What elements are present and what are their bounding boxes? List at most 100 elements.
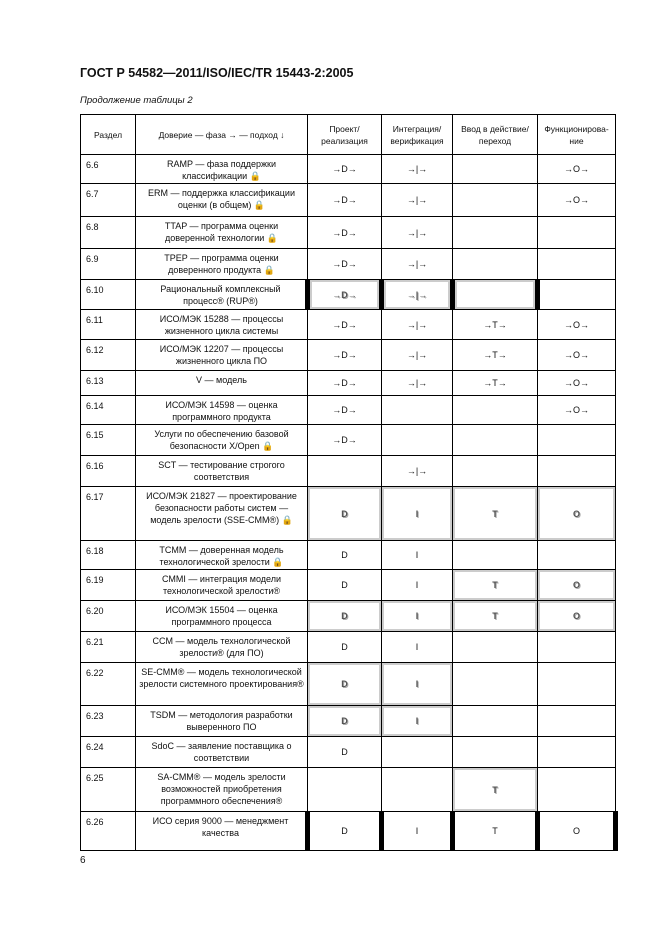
design-cell: →D→ bbox=[307, 395, 382, 425]
design-cell: →D→ bbox=[307, 248, 382, 280]
approach-cell: ИСО серия 9000 — менеджмент качества bbox=[135, 811, 308, 851]
integration-cell: I bbox=[381, 486, 453, 541]
design-cell: D bbox=[307, 486, 382, 541]
section-cell: 6.11 bbox=[80, 309, 136, 340]
section-cell: 6.8 bbox=[80, 216, 136, 249]
design-cell: D bbox=[307, 736, 382, 768]
approach-cell: Рациональный комплексный процесс® (RUP®) bbox=[135, 279, 308, 310]
section-cell: 6.18 bbox=[80, 540, 136, 570]
approach-cell: Услуги по обеспечению базовой безопаснос… bbox=[135, 424, 308, 456]
design-cell: D bbox=[307, 600, 382, 632]
table-row: 6.15 Услуги по обеспечению базовой безопа… bbox=[80, 424, 616, 456]
transition-cell: T bbox=[452, 600, 538, 632]
approach-cell: TSDM — методология разработки выверенног… bbox=[135, 705, 308, 737]
table-row: 6.6 RAMP — фаза поддержки классификации 🔒… bbox=[80, 154, 616, 184]
table-row: 6.16 SCT — тестирование строгого соответс… bbox=[80, 455, 616, 487]
approach-cell: TCMM — доверенная модель технологической… bbox=[135, 540, 308, 570]
operation-cell: O bbox=[535, 811, 618, 851]
approach-cell: CCM — модель технологической зрелости® (… bbox=[135, 631, 308, 663]
operation-cell: →O→ bbox=[537, 395, 616, 425]
operation-cell: O bbox=[537, 486, 616, 541]
table-row: 6.23 TSDM — методология разработки вывере… bbox=[80, 705, 616, 737]
integration-cell bbox=[381, 395, 453, 425]
section-cell: 6.7 bbox=[80, 183, 136, 217]
section-cell: 6.23 bbox=[80, 705, 136, 737]
header-operation: Функционирова-ние bbox=[537, 114, 616, 155]
table-row: 6.18 TCMM — доверенная модель технологиче… bbox=[80, 540, 616, 570]
design-cell: →D→ bbox=[307, 154, 382, 184]
header-transition: Ввод в действие/ переход bbox=[452, 114, 538, 155]
table-row: 6.11 ИСО/МЭК 15288 — процессы жизненного … bbox=[80, 309, 616, 340]
approach-cell: TPEP — программа оценки доверенного прод… bbox=[135, 248, 308, 280]
section-cell: 6.21 bbox=[80, 631, 136, 663]
header-design: Проект/ реализация bbox=[307, 114, 382, 155]
approach-cell: TTAP — программа оценки доверенной техно… bbox=[135, 216, 308, 249]
header-section: Раздел bbox=[80, 114, 136, 155]
approach-cell: ИСО/МЭК 15504 — оценка программного проц… bbox=[135, 600, 308, 632]
operation-cell bbox=[537, 705, 616, 737]
design-cell: →D→ bbox=[307, 309, 382, 340]
approach-cell: ИСО/МЭК 15288 — процессы жизненного цикл… bbox=[135, 309, 308, 340]
section-cell: 6.17 bbox=[80, 486, 136, 541]
integration-cell: →|→ bbox=[381, 370, 453, 396]
transition-cell: T bbox=[452, 767, 538, 812]
operation-cell bbox=[537, 736, 616, 768]
integration-cell: →|→ bbox=[381, 183, 453, 217]
operation-cell: →O→ bbox=[537, 309, 616, 340]
section-cell: 6.26 bbox=[80, 811, 136, 851]
section-cell: 6.10 bbox=[80, 279, 136, 310]
transition-cell bbox=[452, 154, 538, 184]
transition-cell bbox=[450, 279, 538, 310]
design-cell: D bbox=[305, 811, 382, 851]
transition-cell bbox=[452, 736, 538, 768]
section-cell: 6.25 bbox=[80, 767, 136, 812]
approach-cell: RAMP — фаза поддержки классификации 🔒 bbox=[135, 154, 308, 184]
approach-cell: ИСО/МЭК 12207 — процессы жизненного цикл… bbox=[135, 339, 308, 371]
operation-cell: O bbox=[537, 569, 616, 601]
transition-cell: T bbox=[450, 811, 538, 851]
page-number: 6 bbox=[80, 855, 86, 866]
table-row: 6.20 ИСО/МЭК 15504 — оценка программного … bbox=[80, 600, 616, 632]
integration-cell: →|→ bbox=[381, 309, 453, 340]
operation-cell bbox=[537, 455, 616, 487]
integration-cell: →|→ bbox=[381, 455, 453, 487]
operation-cell bbox=[537, 767, 616, 812]
operation-cell: →O→ bbox=[537, 339, 616, 371]
transition-cell bbox=[452, 395, 538, 425]
table-row: 6.19 CMMI — интеграция модели технологиче… bbox=[80, 569, 616, 601]
table-row: 6.10 Рациональный комплексный процесс® (R… bbox=[80, 279, 616, 310]
transition-cell bbox=[452, 216, 538, 249]
design-cell: →D→ bbox=[307, 370, 382, 396]
transition-cell: →T→ bbox=[452, 339, 538, 371]
transition-cell bbox=[452, 540, 538, 570]
section-cell: 6.22 bbox=[80, 662, 136, 706]
approach-cell: ERM — поддержка классификации оценки (в … bbox=[135, 183, 308, 217]
operation-cell bbox=[537, 662, 616, 706]
operation-cell: →O→ bbox=[537, 370, 616, 396]
integration-cell: I bbox=[381, 540, 453, 570]
design-cell: →D→ bbox=[305, 279, 382, 310]
section-cell: 6.14 bbox=[80, 395, 136, 425]
table-row: 6.8 TTAP — программа оценки доверенной те… bbox=[80, 216, 616, 249]
transition-cell bbox=[452, 183, 538, 217]
section-cell: 6.19 bbox=[80, 569, 136, 601]
operation-cell bbox=[537, 248, 616, 280]
design-cell: →D→ bbox=[307, 216, 382, 249]
transition-cell: T bbox=[452, 569, 538, 601]
design-cell: D bbox=[307, 631, 382, 663]
integration-cell: I bbox=[381, 662, 453, 706]
integration-cell: →|→ bbox=[381, 248, 453, 280]
operation-cell bbox=[535, 279, 616, 310]
approach-cell: CMMI — интеграция модели технологической… bbox=[135, 569, 308, 601]
design-cell bbox=[307, 767, 382, 812]
operation-cell: O bbox=[537, 600, 616, 632]
table-row: 6.17 ИСО/МЭК 21827 — проектирование безоп… bbox=[80, 486, 616, 541]
section-cell: 6.20 bbox=[80, 600, 136, 632]
approach-cell: SdoC — заявление поставщика о соответств… bbox=[135, 736, 308, 768]
table-row: 6.25 SA-CMM® — модель зрелости возможност… bbox=[80, 767, 616, 812]
design-cell: →D→ bbox=[307, 424, 382, 456]
section-cell: 6.24 bbox=[80, 736, 136, 768]
approach-cell: SA-CMM® — модель зрелости возможностей п… bbox=[135, 767, 308, 812]
table-row: 6.7 ERM — поддержка классификации оценки … bbox=[80, 183, 616, 217]
operation-cell bbox=[537, 216, 616, 249]
